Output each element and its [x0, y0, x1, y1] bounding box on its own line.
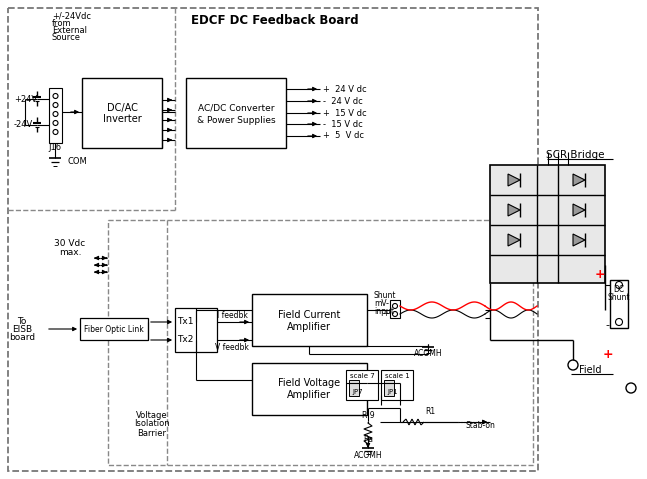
Bar: [349, 380, 359, 396]
Text: EDCF DC Feedback Board: EDCF DC Feedback Board: [191, 13, 359, 26]
Text: EISB: EISB: [12, 326, 32, 334]
Polygon shape: [508, 174, 520, 186]
Text: ACOMH: ACOMH: [354, 451, 382, 459]
Text: Shunt: Shunt: [374, 290, 397, 299]
Text: R1: R1: [425, 407, 435, 415]
Text: Ra: Ra: [363, 435, 373, 445]
Bar: [175, 308, 217, 352]
Text: Isolation: Isolation: [134, 420, 170, 429]
Text: scale 7: scale 7: [349, 373, 375, 379]
Bar: [80, 318, 148, 340]
Text: DC: DC: [613, 285, 624, 295]
Text: I feedbk: I feedbk: [217, 311, 247, 320]
Text: +  5  V dc: + 5 V dc: [323, 132, 364, 140]
Text: Shunt: Shunt: [608, 294, 630, 303]
Text: Stab-on: Stab-on: [465, 422, 495, 431]
Text: V feedbk: V feedbk: [215, 342, 249, 352]
Polygon shape: [508, 234, 520, 246]
Text: JP1: JP1: [388, 389, 399, 395]
Bar: [186, 78, 286, 148]
Text: ACOMH: ACOMH: [413, 349, 443, 357]
Text: Field Current: Field Current: [278, 310, 340, 320]
Text: R 9: R 9: [362, 411, 375, 421]
Text: Tx2: Tx2: [177, 335, 193, 344]
Text: -  24 V dc: - 24 V dc: [323, 96, 363, 105]
Bar: [252, 363, 367, 415]
Text: 30 Vdc: 30 Vdc: [54, 239, 85, 248]
Text: +  24 V dc: + 24 V dc: [323, 84, 367, 93]
Text: board: board: [9, 333, 35, 342]
Text: Barrier: Barrier: [138, 429, 166, 437]
Polygon shape: [508, 204, 520, 216]
Bar: [8, 8, 538, 471]
Text: Field: Field: [579, 365, 601, 375]
Text: Voltage: Voltage: [136, 411, 168, 420]
Text: Field Voltage: Field Voltage: [278, 378, 340, 388]
Text: max.: max.: [59, 248, 82, 256]
Text: +/-24Vdc: +/-24Vdc: [52, 11, 91, 21]
Bar: [490, 165, 605, 283]
Text: mV: mV: [374, 298, 387, 308]
Bar: [252, 294, 367, 346]
Text: -24V: -24V: [14, 119, 33, 128]
Bar: [82, 78, 162, 148]
Polygon shape: [573, 234, 585, 246]
Text: -: -: [386, 299, 389, 308]
Bar: [610, 280, 628, 328]
Text: scale 1: scale 1: [384, 373, 410, 379]
Text: +  15 V dc: + 15 V dc: [323, 109, 367, 117]
Polygon shape: [573, 204, 585, 216]
Bar: [49, 88, 62, 143]
Polygon shape: [573, 174, 585, 186]
Text: COM: COM: [68, 158, 88, 167]
Text: Fiber Optic Link: Fiber Optic Link: [84, 324, 144, 333]
Text: SCR Bridge: SCR Bridge: [546, 150, 604, 160]
Text: +: +: [382, 309, 389, 319]
Text: Tx1: Tx1: [177, 318, 193, 327]
Text: Amplifier: Amplifier: [287, 390, 331, 400]
Text: J16: J16: [49, 144, 61, 152]
Text: JP7: JP7: [353, 389, 364, 395]
Text: Source: Source: [52, 33, 81, 42]
Bar: [346, 370, 378, 400]
Bar: [381, 370, 413, 400]
Text: AC/DC Converter: AC/DC Converter: [198, 103, 274, 113]
Text: To: To: [17, 318, 27, 327]
Text: -  15 V dc: - 15 V dc: [323, 119, 363, 128]
Text: & Power Supplies: & Power Supplies: [197, 115, 276, 125]
Text: input: input: [374, 307, 394, 316]
Text: +: +: [595, 269, 606, 282]
Text: +: +: [603, 349, 613, 362]
Bar: [384, 380, 394, 396]
Text: DC/AC: DC/AC: [107, 103, 137, 113]
Text: +24V: +24V: [14, 94, 37, 103]
Bar: [108, 220, 533, 465]
Text: from: from: [52, 19, 72, 27]
Text: -: -: [605, 320, 609, 330]
Text: Amplifier: Amplifier: [287, 322, 331, 332]
Text: Inverter: Inverter: [103, 114, 142, 124]
Text: External: External: [52, 25, 87, 34]
Bar: [390, 300, 400, 318]
